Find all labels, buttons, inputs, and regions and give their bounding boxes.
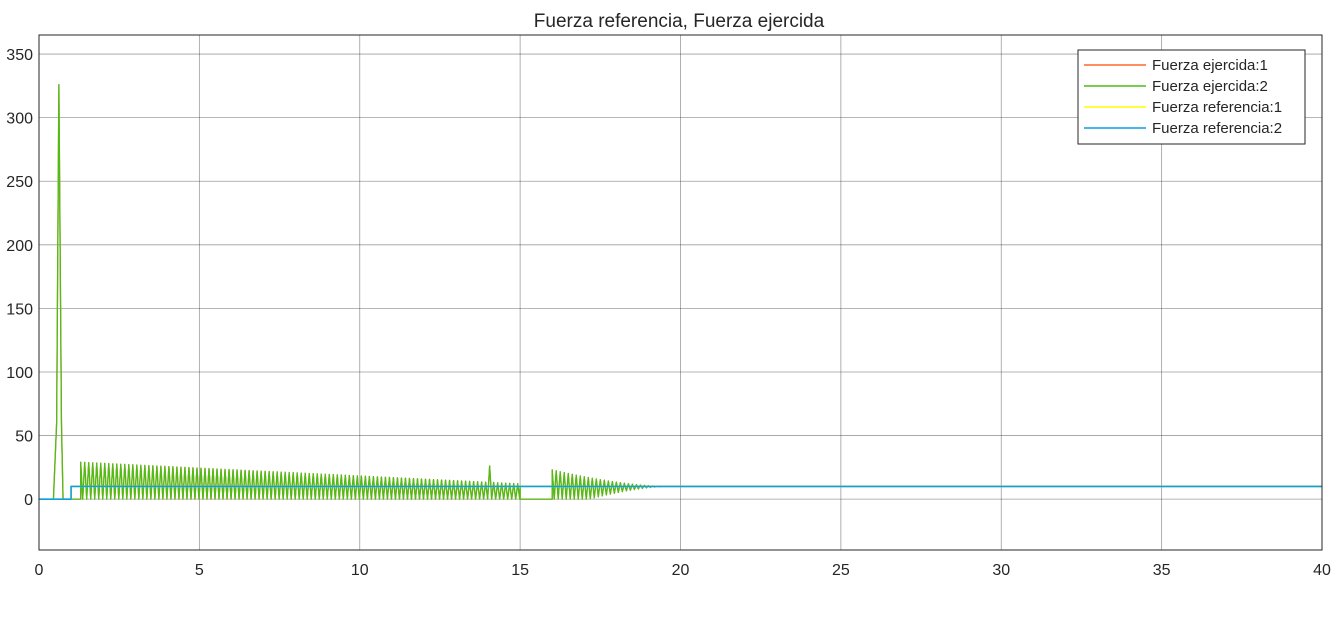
plot-border bbox=[38, 34, 1323, 551]
x-tick-label: 25 bbox=[832, 562, 850, 579]
x-tick-label: 40 bbox=[1313, 562, 1331, 579]
legend-entry-label: Fuerza ejercida:1 bbox=[1152, 57, 1268, 74]
legend-entry-label: Fuerza referencia:1 bbox=[1152, 99, 1282, 116]
y-tick-label: 350 bbox=[6, 47, 33, 64]
x-tick-label: 5 bbox=[195, 562, 204, 579]
series-group bbox=[39, 83, 1322, 500]
y-tick-label: 200 bbox=[6, 238, 33, 255]
legend-entry-label: Fuerza ejercida:2 bbox=[1152, 78, 1268, 95]
x-tick-label: 10 bbox=[351, 562, 369, 579]
y-tick-label: 150 bbox=[6, 301, 33, 318]
tick-labels: 0 5 10 15 20 25 30 35 40 0 50 100 150 200 250 300 350 bbox=[6, 47, 1331, 579]
chart-title: Fuerza referencia, Fuerza ejercida bbox=[534, 11, 825, 32]
x-tick-label: 35 bbox=[1153, 562, 1171, 579]
y-tick-label: 300 bbox=[6, 111, 33, 128]
x-tick-label: 20 bbox=[672, 562, 690, 579]
legend[interactable]: Fuerza ejercida:1 Fuerza ejercida:2 Fuerza… bbox=[1077, 49, 1306, 145]
y-tick-label: 50 bbox=[15, 429, 33, 446]
legend-entry-label: Fuerza referencia:2 bbox=[1152, 120, 1282, 137]
x-tick-label: 30 bbox=[992, 562, 1010, 579]
series-line-2 bbox=[39, 83, 1322, 500]
series-line-4 bbox=[39, 485, 1322, 500]
y-tick-label: 100 bbox=[6, 365, 33, 382]
x-tick-label: 15 bbox=[511, 562, 529, 579]
x-tick-label: 0 bbox=[35, 562, 44, 579]
y-tick-label: 0 bbox=[24, 492, 33, 509]
y-tick-label: 250 bbox=[6, 174, 33, 191]
